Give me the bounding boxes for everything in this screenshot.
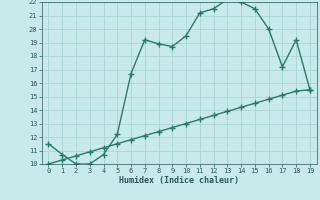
X-axis label: Humidex (Indice chaleur): Humidex (Indice chaleur) bbox=[119, 176, 239, 185]
